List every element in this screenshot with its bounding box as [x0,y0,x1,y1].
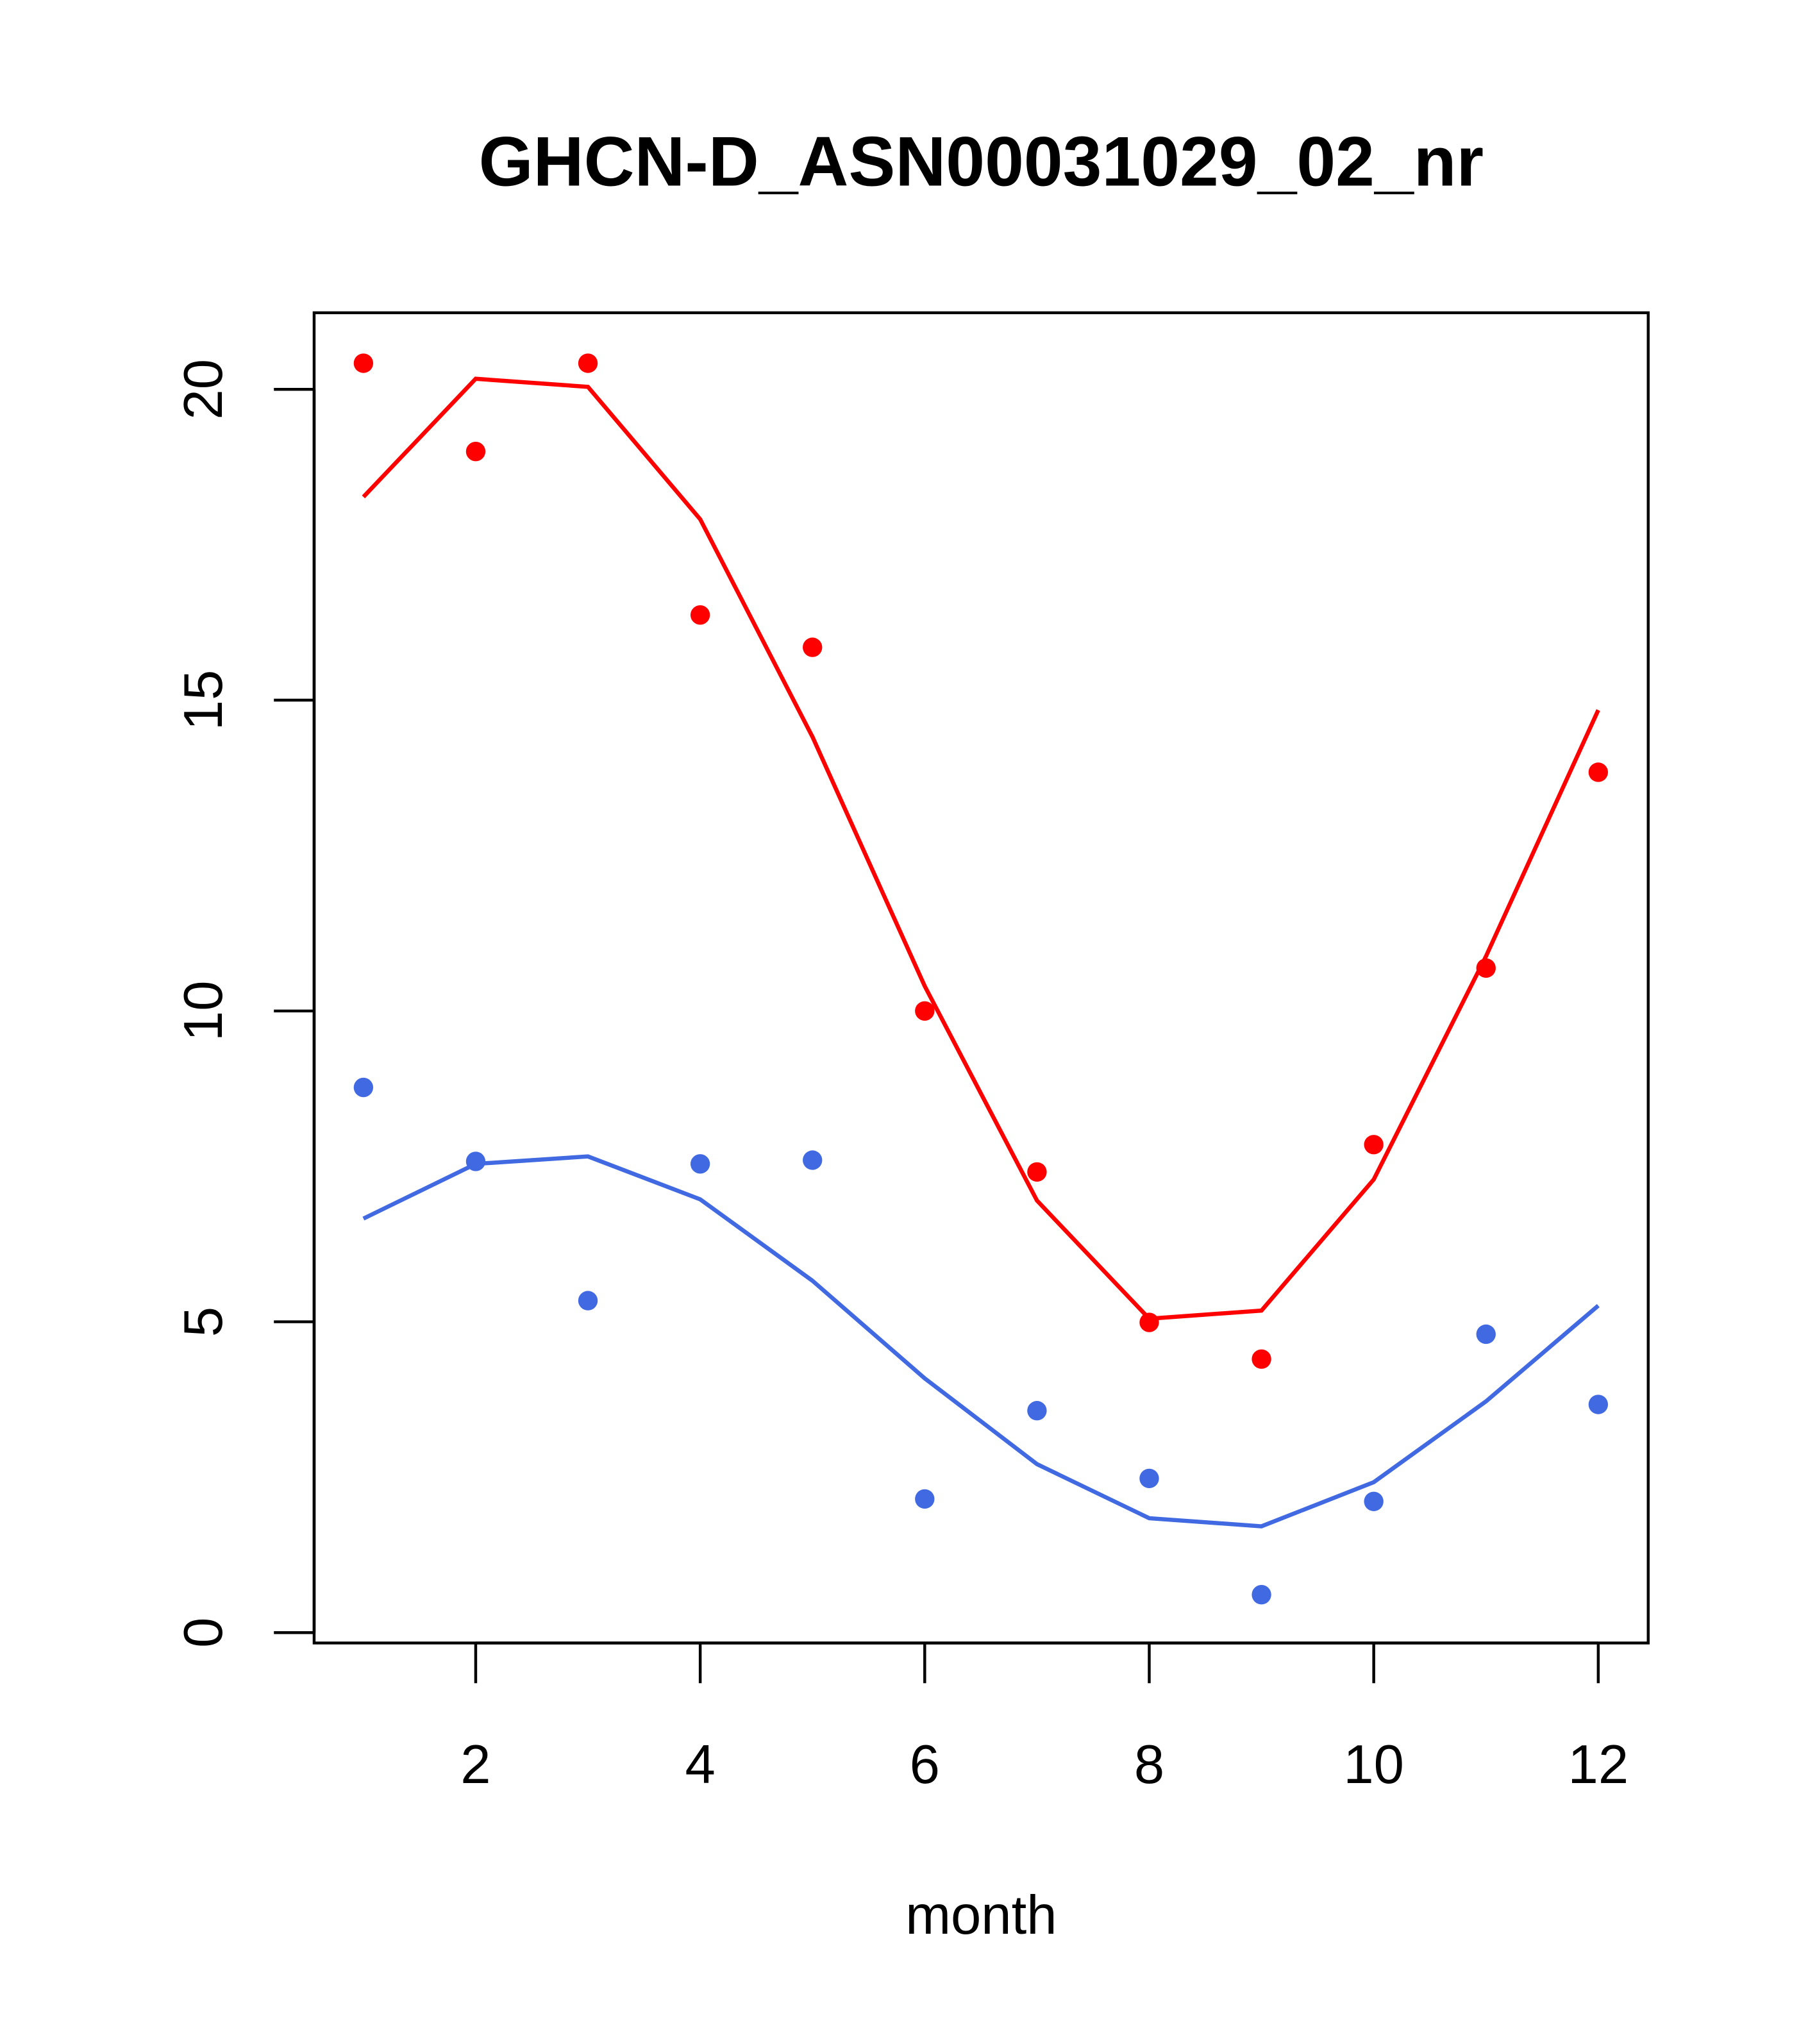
red-points-point [1588,762,1609,782]
red-points-point [803,637,823,657]
blue-points-point [353,1077,374,1098]
red-points-point [1252,1349,1271,1369]
x-tick-label: 12 [1568,1734,1629,1795]
x-tick-label: 4 [685,1734,715,1795]
red-points-point [1139,1312,1159,1332]
x-tick-label: 8 [1134,1734,1164,1795]
red-points-point [465,442,486,462]
blue-points-point [1364,1491,1384,1511]
red-points-point [690,605,710,625]
y-tick-label: 20 [173,359,234,420]
x-tick-label: 6 [910,1734,940,1795]
blue-points-point [915,1489,935,1509]
y-tick-label: 15 [173,670,234,731]
x-axis-label: month [905,1885,1057,1946]
red-fit-line [362,376,1600,1321]
y-tick-label: 5 [173,1307,234,1337]
blue-points-point [578,1291,598,1311]
blue-points-point [1588,1395,1609,1414]
blue-fit-line [362,1154,1600,1529]
y-tick-label: 0 [173,1618,234,1648]
red-points-point [1027,1162,1047,1182]
y-tick-label: 10 [173,981,234,1042]
blue-points-point [1139,1468,1159,1489]
red-points-point [353,353,374,373]
blue-points-point [690,1154,710,1174]
blue-points-point [803,1150,823,1170]
chart-title: GHCN-D_ASN00031029_02_nr [479,122,1484,201]
plot-frame [312,311,1650,1645]
red-points-point [578,353,598,373]
blue-points-point [1252,1585,1271,1605]
x-tick-label: 2 [460,1734,490,1795]
red-points-point [915,1001,935,1021]
blue-points-point [1027,1401,1047,1421]
red-points-point [1364,1135,1384,1155]
blue-points-point [1476,1324,1496,1345]
x-tick-label: 10 [1343,1734,1404,1795]
